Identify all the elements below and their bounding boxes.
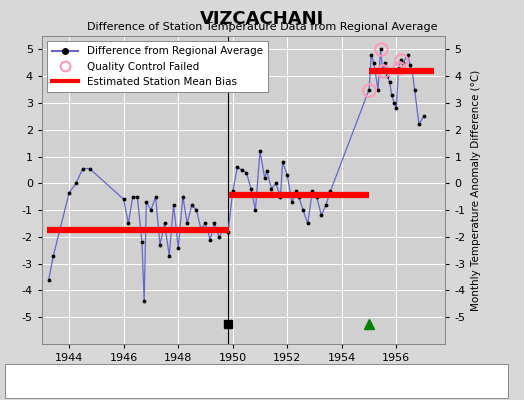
- Text: Time of Obs. Change: Time of Obs. Change: [278, 382, 372, 391]
- Legend: Difference from Regional Average, Quality Control Failed, Estimated Station Mean: Difference from Regional Average, Qualit…: [47, 41, 268, 92]
- Text: ■: ■: [388, 381, 398, 391]
- Text: Empirical Break: Empirical Break: [403, 382, 475, 391]
- Text: Berkeley Earth: Berkeley Earth: [431, 388, 503, 398]
- Text: Difference of Station Temperature Data from Regional Average: Difference of Station Temperature Data f…: [87, 22, 437, 32]
- Text: Station Move: Station Move: [37, 382, 96, 391]
- Text: VIZCACHANI: VIZCACHANI: [200, 10, 324, 28]
- Y-axis label: Monthly Temperature Anomaly Difference (°C): Monthly Temperature Anomaly Difference (…: [471, 69, 481, 311]
- Text: ▼: ▼: [262, 381, 270, 391]
- Text: ▲: ▲: [136, 381, 145, 391]
- Text: Record Gap: Record Gap: [152, 382, 204, 391]
- Text: ◆: ◆: [21, 381, 29, 391]
